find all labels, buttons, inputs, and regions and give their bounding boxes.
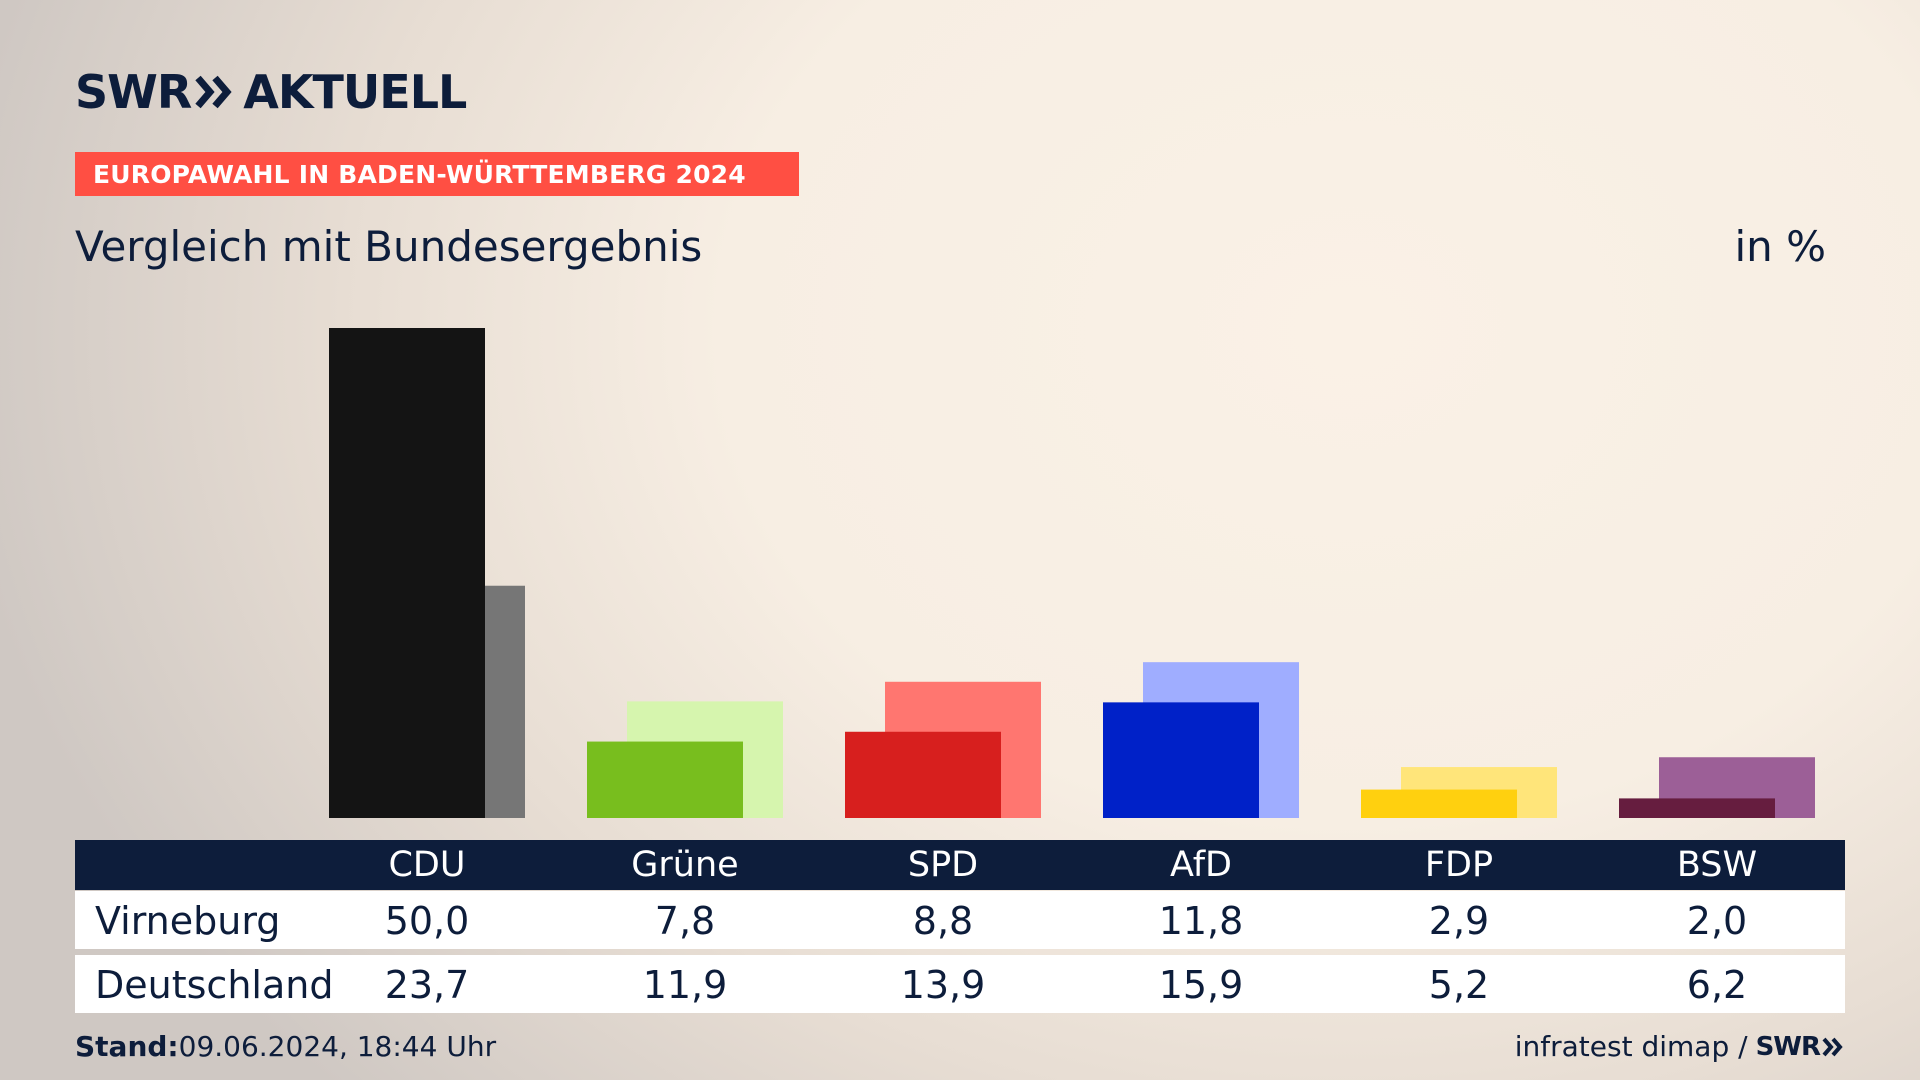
source-credit: infratest dimap / SWR [1515,1030,1844,1063]
table-cell: 50,0 [384,899,470,943]
table-cell: 23,7 [384,963,470,1007]
table-cell: 13,9 [900,963,986,1007]
table-header: CDU Grüne SPD AfD FDP BSW [75,840,1845,890]
table-cell: 11,8 [1158,899,1244,943]
table-row: Deutschland 23,7 11,9 13,9 15,9 5,2 6,2 [75,955,1845,1013]
row-label: Virneburg [95,899,281,943]
table-cell: 15,9 [1158,963,1244,1007]
column-header: AfD [1170,845,1232,885]
stand-label: Stand: [75,1030,179,1063]
logo-swr-text: SWR [75,65,192,119]
column-header: BSW [1676,845,1758,885]
source-text: infratest dimap / [1514,1030,1748,1063]
chart-subtitle: Vergleich mit Bundesergebnis [75,222,703,271]
table-cell: 5,2 [1428,963,1490,1007]
bar-virneburg [1103,702,1259,818]
table-cell: 8,8 [912,899,974,943]
banner-text: EUROPAWAHL IN BADEN-WÜRTTEMBERG 2024 [93,160,746,189]
timestamp: Stand:09.06.2024, 18:44 Uhr [75,1030,496,1063]
swr-small-logo: SWR [1755,1031,1821,1062]
bar-virneburg [1619,798,1775,818]
column-header: CDU [388,845,466,885]
logo-aktuell-text: AKTUELL [243,65,467,119]
bar-chart [329,328,1815,818]
column-header: Grüne [631,845,739,885]
table-cell: 7,8 [654,899,716,943]
election-banner: EUROPAWAHL IN BADEN-WÜRTTEMBERG 2024 [75,152,799,196]
column-header: SPD [907,845,979,885]
table-cell: 2,0 [1686,899,1748,943]
column-header: FDP [1424,845,1494,885]
double-chevron-icon [1822,1037,1843,1056]
row-label: Deutschland [95,963,334,1007]
stand-value: 09.06.2024, 18:44 Uhr [178,1030,497,1063]
table-cell: 11,9 [642,963,728,1007]
double-chevron-icon [195,75,232,109]
table-row: Virneburg 50,0 7,8 8,8 11,8 2,9 2,0 [75,891,1845,949]
bar-virneburg [329,328,485,818]
bar-virneburg [587,741,743,818]
table-cell: 6,2 [1686,963,1748,1007]
swr-aktuell-logo: SWR AKTUELL [75,64,467,120]
table-cell: 2,9 [1428,899,1490,943]
bar-virneburg [845,731,1001,818]
unit-label: in % [1734,222,1826,271]
bar-virneburg [1361,789,1517,818]
